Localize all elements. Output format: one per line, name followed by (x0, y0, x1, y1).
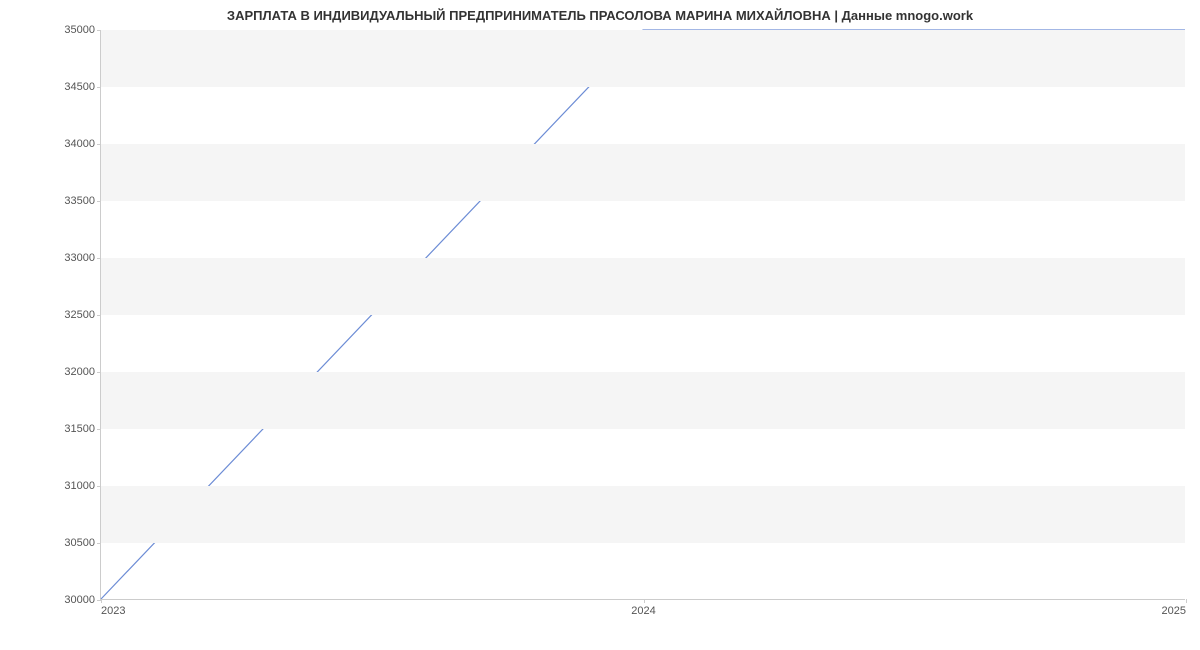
x-tick-label: 2023 (101, 605, 125, 617)
y-tick-label: 34500 (64, 81, 95, 93)
salary-chart: ЗАРПЛАТА В ИНДИВИДУАЛЬНЫЙ ПРЕДПРИНИМАТЕЛ… (0, 0, 1200, 650)
y-tick-label: 33500 (64, 195, 95, 207)
grid-band (101, 486, 1185, 543)
y-tick-label: 31000 (64, 480, 95, 492)
grid-band (101, 87, 1185, 144)
y-tick-label: 34000 (64, 138, 95, 150)
y-tick-mark (97, 543, 101, 544)
x-tick-mark (1186, 599, 1187, 603)
y-tick-label: 33000 (64, 252, 95, 264)
grid-band (101, 30, 1185, 87)
grid-band (101, 258, 1185, 315)
grid-band (101, 372, 1185, 429)
y-tick-mark (97, 429, 101, 430)
grid-band (101, 315, 1185, 372)
y-tick-mark (97, 30, 101, 31)
chart-title: ЗАРПЛАТА В ИНДИВИДУАЛЬНЫЙ ПРЕДПРИНИМАТЕЛ… (0, 0, 1200, 27)
y-tick-label: 35000 (64, 24, 95, 36)
y-tick-label: 32500 (64, 309, 95, 321)
x-tick-label: 2024 (631, 605, 655, 617)
y-tick-label: 32000 (64, 366, 95, 378)
grid-band (101, 429, 1185, 486)
x-tick-mark (101, 599, 102, 603)
y-tick-mark (97, 201, 101, 202)
y-tick-mark (97, 315, 101, 316)
grid-band (101, 144, 1185, 201)
grid-band (101, 201, 1185, 258)
plot-area: 3000030500310003150032000325003300033500… (100, 30, 1185, 600)
y-tick-label: 30000 (64, 594, 95, 606)
y-tick-mark (97, 144, 101, 145)
y-tick-mark (97, 486, 101, 487)
y-tick-label: 31500 (64, 423, 95, 435)
y-tick-label: 30500 (64, 537, 95, 549)
x-tick-label: 2025 (1162, 605, 1186, 617)
y-tick-mark (97, 372, 101, 373)
x-tick-mark (644, 599, 645, 603)
y-tick-mark (97, 87, 101, 88)
y-tick-mark (97, 258, 101, 259)
grid-band (101, 543, 1185, 600)
